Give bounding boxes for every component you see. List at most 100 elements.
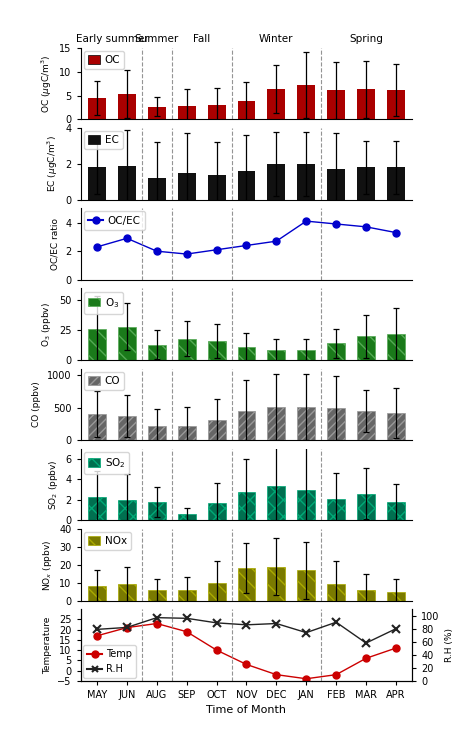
Bar [88, 98, 106, 119]
Y-axis label: Temperature: Temperature [43, 616, 52, 673]
R.H [94, 625, 100, 634]
Bar [267, 350, 285, 360]
Bar [88, 414, 106, 440]
Text: Early summer: Early summer [75, 34, 148, 43]
Bar [327, 169, 345, 199]
R.H [154, 613, 160, 622]
Legend: SO$_2$: SO$_2$ [84, 452, 129, 474]
Bar [327, 584, 345, 601]
Legend: NOx: NOx [84, 532, 131, 551]
Bar [297, 570, 315, 601]
Bar [387, 90, 405, 119]
Temp [244, 660, 249, 669]
Bar [357, 590, 375, 601]
Bar [357, 336, 375, 360]
Bar [208, 503, 226, 520]
Bar [118, 584, 136, 601]
Bar [208, 174, 226, 199]
Y-axis label: O$_3$ (ppbv): O$_3$ (ppbv) [40, 302, 54, 347]
Bar [148, 426, 166, 440]
Line: Temp: Temp [93, 620, 400, 682]
Bar [208, 341, 226, 360]
Bar [148, 178, 166, 199]
Bar [178, 590, 196, 601]
Bar [237, 101, 255, 119]
Temp [303, 674, 309, 683]
Bar [88, 167, 106, 199]
Bar [387, 592, 405, 601]
Bar [357, 494, 375, 520]
Bar [327, 91, 345, 119]
Legend: EC: EC [84, 131, 123, 149]
Bar [208, 105, 226, 119]
Text: Fall: Fall [193, 34, 210, 43]
Bar [118, 500, 136, 520]
Temp [363, 654, 369, 662]
Y-axis label: NO$_x$ (ppbv): NO$_x$ (ppbv) [41, 539, 54, 590]
Bar [88, 497, 106, 520]
Bar [297, 85, 315, 119]
Bar [297, 407, 315, 440]
X-axis label: Time of Month: Time of Month [207, 705, 286, 715]
Bar [88, 329, 106, 360]
Text: Summer: Summer [135, 34, 179, 43]
Bar [178, 106, 196, 119]
Bar [297, 350, 315, 360]
Bar [267, 567, 285, 601]
Bar [148, 502, 166, 520]
Temp [94, 631, 100, 640]
R.H [273, 619, 279, 628]
Bar [267, 164, 285, 199]
Bar [297, 164, 315, 199]
Y-axis label: OC/EC ratio: OC/EC ratio [51, 218, 60, 270]
Bar [387, 167, 405, 199]
R.H [244, 620, 249, 629]
Temp [214, 645, 219, 654]
Bar [327, 408, 345, 440]
Text: Winter: Winter [259, 34, 293, 43]
Legend: CO: CO [84, 372, 124, 390]
Bar [237, 171, 255, 199]
Temp [333, 670, 339, 679]
Bar [178, 426, 196, 440]
Bar [387, 502, 405, 520]
Bar [208, 583, 226, 601]
R.H [184, 614, 190, 623]
Bar [387, 333, 405, 360]
Bar [357, 411, 375, 440]
Bar [357, 167, 375, 199]
R.H [214, 618, 219, 627]
R.H [363, 639, 369, 648]
Bar [118, 94, 136, 119]
Y-axis label: SO$_2$ (ppbv): SO$_2$ (ppbv) [47, 459, 60, 510]
Temp [393, 644, 399, 653]
R.H [333, 618, 339, 626]
Bar [88, 587, 106, 601]
R.H [124, 623, 130, 631]
Temp [154, 619, 160, 628]
Bar [297, 489, 315, 520]
Bar [327, 343, 345, 360]
Line: R.H: R.H [93, 614, 400, 647]
Bar [118, 416, 136, 440]
Legend: Temp, R.H: Temp, R.H [83, 645, 136, 678]
Text: Spring: Spring [349, 34, 383, 43]
Y-axis label: EC ($\mu$gC/m$^3$): EC ($\mu$gC/m$^3$) [46, 135, 60, 192]
Y-axis label: OC ($\mu$gC/m$^3$): OC ($\mu$gC/m$^3$) [39, 54, 54, 113]
Bar [387, 413, 405, 440]
Temp [184, 627, 190, 636]
Bar [327, 499, 345, 520]
Bar [148, 344, 166, 360]
Bar [118, 166, 136, 199]
Y-axis label: CO (ppbv): CO (ppbv) [33, 381, 42, 428]
Bar [237, 411, 255, 440]
Bar [178, 514, 196, 520]
Bar [118, 327, 136, 360]
Bar [267, 89, 285, 119]
Legend: OC: OC [84, 51, 124, 69]
R.H [393, 624, 399, 633]
Y-axis label: R.H (%): R.H (%) [446, 628, 455, 662]
Bar [178, 173, 196, 199]
Temp [273, 670, 279, 679]
Bar [148, 107, 166, 119]
